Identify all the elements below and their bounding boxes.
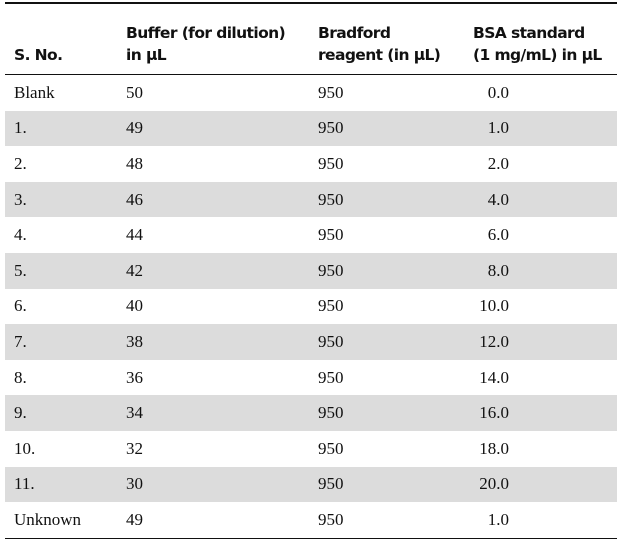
- table-cell: 1.: [14, 118, 27, 138]
- table-cell: 10.0: [479, 296, 509, 316]
- table-cell: 12.0: [479, 331, 509, 351]
- header-text: reagent (in μL): [318, 46, 441, 64]
- table-cell: 950: [318, 403, 344, 423]
- table-cell: 10.: [14, 438, 36, 458]
- table-cell: 46: [126, 189, 143, 209]
- data-table: S. No. Buffer (for dilution) in μL Bradford…: [5, 2, 617, 539]
- table-cell: 950: [318, 331, 344, 351]
- header-text: Bradford: [318, 24, 391, 42]
- header-text: BSA standard: [473, 24, 585, 42]
- table-cell: 42: [126, 260, 143, 280]
- table-cell: 5.: [14, 260, 27, 280]
- table-cell: 4.: [14, 225, 27, 245]
- table-cell: 38: [126, 331, 143, 351]
- table-cell: 36: [126, 367, 143, 387]
- table-cell: 40: [126, 296, 143, 316]
- table-cell: 950: [318, 260, 344, 280]
- table-cell: 18.0: [479, 438, 509, 458]
- header-row: S. No. Buffer (for dilution) in μL Bradford…: [5, 3, 617, 75]
- table-cell: 950: [318, 438, 344, 458]
- table-cell: 9.: [14, 403, 27, 423]
- table-cell: 6.: [14, 296, 27, 316]
- table-row: 10. 32 950 18.0: [5, 431, 617, 467]
- table-row: 7. 38 950 12.0: [5, 324, 617, 360]
- header-text: S. No.: [14, 46, 63, 64]
- table-cell: 950: [318, 367, 344, 387]
- table-cell: 4.0: [487, 189, 509, 209]
- header-cell: S. No.: [5, 3, 117, 75]
- table-cell: 16.0: [479, 403, 509, 423]
- table-cell: 49: [126, 509, 143, 529]
- table-row: 9. 34 950 16.0: [5, 395, 617, 431]
- table-cell: 48: [126, 153, 143, 173]
- table-cell: 8.0: [487, 260, 509, 280]
- table-cell: 950: [318, 82, 344, 102]
- table-cell: 950: [318, 296, 344, 316]
- table-cell: 950: [318, 225, 344, 245]
- table-cell: 950: [318, 509, 344, 529]
- table-cell: 0.0: [487, 82, 509, 102]
- header-cell: Bradford reagent (in μL): [309, 3, 464, 75]
- table-cell: 950: [318, 153, 344, 173]
- table-cell: 2.: [14, 153, 27, 173]
- table-cell: 20.0: [479, 474, 509, 494]
- table-cell: Unknown: [14, 509, 82, 529]
- table-row: 2. 48 950 2.0: [5, 146, 617, 182]
- table-row: 1. 49 950 1.0: [5, 110, 617, 147]
- table-cell: 950: [318, 118, 344, 138]
- table-cell: 1.0: [487, 118, 509, 138]
- table-cell: 1.0: [487, 509, 509, 529]
- table-row: 3. 46 950 4.0: [5, 181, 617, 218]
- header-cell: Buffer (for dilution) in μL: [117, 3, 309, 75]
- table-cell: 2.0: [487, 153, 509, 173]
- table-row: Blank 50 950 0.0: [5, 75, 617, 111]
- table-header: S. No. Buffer (for dilution) in μL Bradford…: [5, 3, 617, 75]
- table-cell: 32: [126, 438, 143, 458]
- table-cell: 49: [126, 118, 143, 138]
- table-row: 11. 30 950 20.0: [5, 466, 617, 503]
- table-cell: 14.0: [479, 367, 509, 387]
- table-cell: 6.0: [487, 225, 509, 245]
- table-cell: 950: [318, 189, 344, 209]
- table-cell: Blank: [14, 82, 55, 102]
- header-text: (1 mg/mL) in μL: [473, 46, 602, 64]
- table-cell: 950: [318, 474, 344, 494]
- table-row: Unknown 49 950 1.0: [5, 502, 617, 539]
- table-cell: 30: [126, 474, 143, 494]
- table-row: 4. 44 950 6.0: [5, 217, 617, 253]
- table-cell: 34: [126, 403, 143, 423]
- table-container: S. No. Buffer (for dilution) in μL Bradford…: [5, 2, 617, 539]
- table-cell: 3.: [14, 189, 27, 209]
- table-row: 8. 36 950 14.0: [5, 360, 617, 396]
- header-text: Buffer (for dilution): [126, 24, 286, 42]
- table-cell: 11.: [14, 474, 35, 494]
- table-cell: 7.: [14, 331, 27, 351]
- table-row: 5. 42 950 8.0: [5, 252, 617, 289]
- table-cell: 50: [126, 82, 143, 102]
- table-cell: 44: [126, 225, 143, 245]
- table-cell: 8.: [14, 367, 27, 387]
- table-row: 6. 40 950 10.0: [5, 289, 617, 325]
- header-cell: BSA standard (1 mg/mL) in μL: [464, 3, 617, 75]
- header-text: in μL: [126, 46, 167, 64]
- table-body: Blank 50 950 0.0 1. 49 950 1.0 2. 48 950 2.0 3. 46 950…: [5, 75, 617, 539]
